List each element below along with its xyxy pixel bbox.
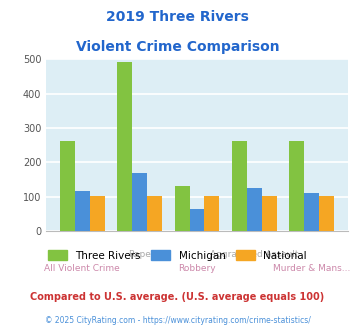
- Bar: [304, 193, 319, 231]
- Bar: [132, 173, 147, 231]
- Text: 2019 Three Rivers: 2019 Three Rivers: [106, 10, 249, 24]
- Text: Compared to U.S. average. (U.S. average equals 100): Compared to U.S. average. (U.S. average …: [31, 292, 324, 302]
- Bar: [190, 209, 204, 231]
- Text: Murder & Mans...: Murder & Mans...: [273, 264, 350, 273]
- Bar: [247, 188, 262, 231]
- Bar: [147, 196, 162, 231]
- Text: Rape: Rape: [128, 250, 151, 259]
- Bar: [204, 196, 219, 231]
- Bar: [117, 62, 132, 231]
- Text: All Violent Crime: All Violent Crime: [44, 264, 120, 273]
- Bar: [232, 141, 247, 231]
- Bar: [60, 141, 75, 231]
- Bar: [90, 196, 105, 231]
- Text: Violent Crime Comparison: Violent Crime Comparison: [76, 40, 279, 53]
- Bar: [319, 196, 334, 231]
- Bar: [289, 141, 304, 231]
- Bar: [75, 190, 90, 231]
- Text: Robbery: Robbery: [178, 264, 216, 273]
- Text: Aggravated Assault: Aggravated Assault: [210, 250, 299, 259]
- Bar: [175, 186, 190, 231]
- Bar: [262, 196, 277, 231]
- Legend: Three Rivers, Michigan, National: Three Rivers, Michigan, National: [45, 247, 310, 264]
- Text: © 2025 CityRating.com - https://www.cityrating.com/crime-statistics/: © 2025 CityRating.com - https://www.city…: [45, 316, 310, 325]
